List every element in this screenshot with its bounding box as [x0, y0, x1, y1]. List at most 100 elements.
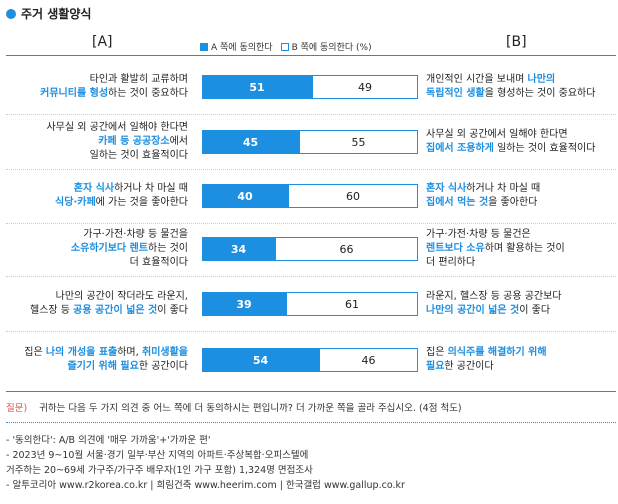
bar-segment-b: 55	[299, 130, 418, 154]
statement-text: 나만의 공간이 작더라도 라운지,	[55, 291, 188, 302]
highlight-text: 나만의	[527, 74, 556, 85]
highlight-text: 독립적인 생활	[426, 88, 485, 99]
bar-row-6: 54 46	[202, 348, 418, 372]
statement-text: 하는 것이 중요하다	[108, 88, 188, 99]
highlight-text: 집에서 먹는 것	[426, 197, 489, 208]
title-row: 주거 생활양식	[6, 5, 91, 22]
bar-segment-a: 34	[202, 237, 275, 261]
bar-segment-a: 54	[202, 348, 319, 372]
statement-text: 개인적인 시간을 보내며	[426, 74, 528, 85]
statement-text: 사무실 외 공간에서 일해야 한다면	[426, 129, 568, 140]
note-line-3: 거주하는 20~69세 가구주/가구주 배우자(1인 가구 포함) 1,324명…	[6, 465, 313, 476]
statement-text: 일하는 것이 효율적이다	[493, 143, 596, 154]
statement-text: 이 좋다	[157, 305, 188, 316]
row-separator	[6, 276, 616, 277]
statement-text: 하거나 차 마실 때	[466, 183, 541, 194]
statement-text: 사무실 외 공간에서 일해야 한다면	[46, 122, 188, 133]
legend-a-swatch	[200, 42, 208, 51]
highlight-text: 공용 공간이 넓은 것	[73, 305, 158, 316]
statement-text: 더 효율적이다	[129, 257, 188, 268]
legend-b-label: B 쪽에 동의한다 (%)	[291, 43, 372, 53]
bar-segment-a: 51	[202, 75, 312, 99]
statement-text: 한 공간이다	[444, 361, 494, 372]
statement-text: 더 편리하다	[426, 257, 476, 268]
row-separator	[6, 169, 616, 170]
row-separator	[6, 331, 616, 332]
statement-text: 이 좋다	[519, 305, 551, 316]
label-a-header: [A]	[92, 34, 113, 50]
highlight-text: 필요	[426, 361, 445, 372]
statement-text: 한 공간이다	[138, 361, 188, 372]
note-line-1: - '동의한다': A/B 의견에 '매우 가까움'+'가까운 편'	[6, 435, 211, 446]
statement-a-6: 집은 나의 개성을 표출하며, 취미생활을 즐기기 위해 필요한 공간이다	[0, 346, 188, 374]
highlight-text: 나만의 공간이 넓은 것	[426, 305, 520, 316]
bar-segment-a: 39	[202, 292, 286, 316]
top-divider	[6, 55, 616, 56]
bar-segment-b: 66	[275, 237, 418, 261]
statement-text: 하며,	[117, 347, 142, 358]
statement-text: 에 가는 것을 좋아한다	[95, 197, 188, 208]
bar-segment-a: 45	[202, 130, 299, 154]
row-separator	[6, 114, 616, 115]
highlight-text: 커뮤니티를 형성	[40, 88, 109, 99]
label-b-header: [B]	[506, 34, 527, 50]
statement-text: 하며 활용하는 것이	[484, 243, 565, 254]
bullet-dot-icon	[6, 8, 16, 19]
statement-text: 일하는 것이 효율적이다	[89, 150, 188, 161]
statement-text: 하거나 차 마실 때	[114, 183, 188, 194]
bar-row-2: 45 55	[202, 130, 418, 154]
bar-segment-a: 40	[202, 184, 288, 208]
statement-text: 타인과 활발히 교류하며	[89, 74, 188, 85]
row-separator	[6, 223, 616, 224]
highlight-text: 혼자 식사	[426, 183, 467, 194]
bar-row-5: 39 61	[202, 292, 418, 316]
statement-text: 집은	[426, 347, 448, 358]
statement-text: 을 형성하는 것이 중요하다	[484, 88, 596, 99]
question-text: 귀하는 다음 두 가지 의견 중 어느 쪽에 더 동의하시는 편입니까? 더 가…	[39, 403, 462, 414]
dotted-divider	[6, 422, 616, 423]
statement-text: 헬스장 등	[30, 305, 74, 316]
statement-text: 가구·가전·차량 등 물건은	[426, 229, 531, 240]
highlight-text: 카페 등 공공장소	[98, 136, 170, 147]
question: 질문) 귀하는 다음 두 가지 의견 중 어느 쪽에 더 동의하시는 편입니까? …	[6, 400, 462, 414]
statement-text: 을 좋아한다	[488, 197, 538, 208]
highlight-text: 즐기기 위해 필요	[67, 361, 139, 372]
highlight-text: 식당·카페	[55, 197, 96, 208]
note-line-2: - 2023년 9~10월 서울·경기 일부·부산 지역의 아파트·주상복합·오…	[6, 450, 309, 461]
highlight-text: 렌트보다 소유	[426, 243, 485, 254]
highlight-text: 취미생활을	[142, 347, 188, 358]
statement-text: 에서	[169, 136, 188, 147]
legend-b-swatch	[280, 42, 289, 51]
statement-text: 가구·가전·차량 등 물건을	[83, 229, 188, 240]
statement-b-6: 집은 의식주를 해결하기 위해 필요한 공간이다	[426, 346, 616, 374]
highlight-text: 소유하기보다 렌트	[70, 243, 149, 254]
bottom-divider	[6, 391, 616, 392]
statement-a-5: 나만의 공간이 작더라도 라운지, 헬스장 등 공용 공간이 넓은 것이 좋다	[0, 290, 188, 318]
bar-segment-b: 60	[288, 184, 418, 208]
legend-a-label: A 쪽에 동의한다	[211, 43, 273, 53]
legend: A 쪽에 동의한다 B 쪽에 동의한다 (%)	[200, 40, 418, 53]
highlight-text: 의식주를 해결하기 위해	[447, 347, 547, 358]
bar-segment-b: 46	[319, 348, 418, 372]
statement-text: 하는 것이	[148, 243, 188, 254]
highlight-text: 나의 개성을 표출	[45, 347, 118, 358]
highlight-text: 혼자 식사	[73, 183, 115, 194]
chart-title: 주거 생활양식	[21, 7, 92, 21]
bar-segment-b: 49	[312, 75, 418, 99]
notes: - '동의한다': A/B 의견에 '매우 가까움'+'가까운 편' - 2023…	[6, 433, 405, 493]
bar-row-1: 51 49	[202, 75, 418, 99]
highlight-text: 집에서 조용하게	[426, 143, 494, 154]
statement-text: 집은	[24, 347, 46, 358]
bar-segment-b: 61	[286, 292, 418, 316]
bar-row-3: 40 60	[202, 184, 418, 208]
statement-text: 라운지, 헬스장 등 공용 공간보다	[426, 291, 562, 302]
